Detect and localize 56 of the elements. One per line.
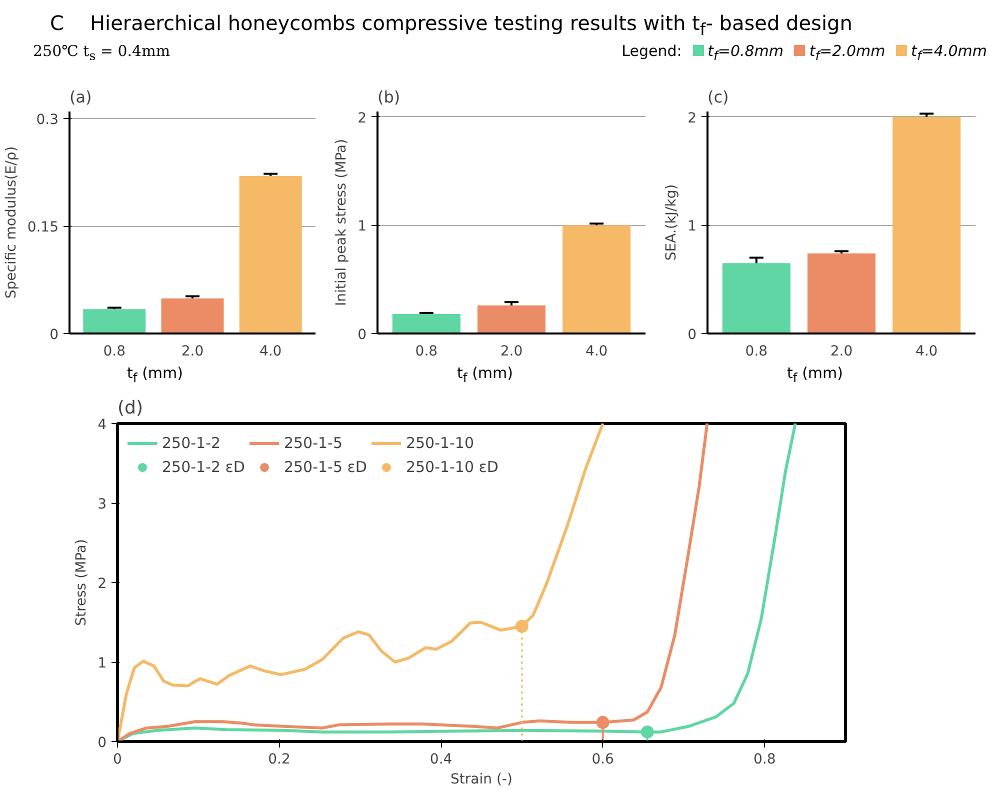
y-axis-title: Stress (MPa) bbox=[74, 539, 90, 626]
y-tick-label: 1 bbox=[688, 218, 697, 235]
y-tick-label: 4 bbox=[98, 417, 107, 433]
x-tick-label: 0 bbox=[113, 752, 122, 768]
y-tick-label: 3 bbox=[98, 496, 107, 512]
x-tick-label: 2.0 bbox=[181, 344, 204, 360]
y-tick-label: 0 bbox=[98, 735, 107, 751]
legend-label: 250-1-10 εD bbox=[406, 458, 498, 476]
y-axis-title: Specific modulus(E/ρ) bbox=[3, 146, 20, 299]
x-tick-label: 0.2 bbox=[268, 752, 290, 768]
legend-label: t$_{f}$=2.0mm bbox=[809, 42, 886, 63]
x-axis-title: t$_{f}$ (mm) bbox=[786, 363, 844, 387]
y-tick-label: 2 bbox=[98, 576, 107, 592]
legend-label: 250-1-2 εD bbox=[162, 458, 245, 476]
y-tick-label: 0 bbox=[50, 327, 59, 343]
x-tick-label: 2.0 bbox=[500, 344, 523, 360]
y-tick-label: 2 bbox=[688, 110, 697, 126]
legend-label: t$_{f}$=4.0mm bbox=[911, 42, 987, 63]
point bbox=[596, 716, 610, 729]
legend-label: 250-1-5 εD bbox=[284, 458, 367, 476]
point bbox=[640, 725, 654, 738]
y-axis-title: SEA.(kJ/kg) bbox=[664, 184, 680, 261]
y-tick-label: 2 bbox=[358, 110, 367, 126]
x-axis-title: Strain (-) bbox=[450, 772, 512, 788]
x-tick-label: 0.8 bbox=[103, 344, 126, 360]
legend-title: Legend: bbox=[622, 42, 682, 60]
x-axis-title: t$_{f}$ (mm) bbox=[456, 363, 514, 387]
y-tick-label: 0.15 bbox=[27, 220, 58, 236]
legend-label: 250-1-10 bbox=[406, 434, 474, 452]
chart-title: (b) bbox=[378, 88, 400, 106]
text: C bbox=[50, 10, 64, 37]
chart-title: (c) bbox=[708, 88, 729, 106]
x-tick-label: 0.8 bbox=[415, 344, 438, 360]
x-tick-label: 2.0 bbox=[830, 344, 853, 360]
x-axis-title: t$_{f}$ (mm) bbox=[126, 363, 184, 387]
x-tick-label: 0.8 bbox=[753, 752, 776, 768]
x-tick-label: 4.0 bbox=[259, 344, 282, 360]
legend-label: 250-1-2 bbox=[162, 434, 221, 452]
y-tick-label: 0 bbox=[688, 327, 697, 343]
x-tick-label: 0.8 bbox=[745, 344, 768, 360]
x-tick-label: 0.4 bbox=[430, 752, 452, 768]
x-tick-label: 0.6 bbox=[592, 752, 614, 768]
chart-title: (d) bbox=[118, 398, 143, 418]
y-tick-label: 0.3 bbox=[36, 112, 58, 128]
y-tick-label: 1 bbox=[98, 656, 107, 672]
legend-label: t$_{f}$=0.8mm bbox=[708, 42, 784, 63]
legend-label: 250-1-5 bbox=[284, 434, 343, 452]
text: 250℃ t$_{s}$ = 0.4mm bbox=[33, 41, 170, 65]
y-tick-label: 0 bbox=[358, 327, 367, 343]
y-tick-label: 1 bbox=[358, 218, 367, 235]
chart-title: (a) bbox=[70, 88, 92, 106]
y-axis-title: Initial peak stress (MPa) bbox=[334, 138, 350, 306]
text: Hieraerchical honeycombs compressive testing results with t$_{f}$- based design bbox=[90, 10, 852, 41]
point bbox=[515, 620, 528, 633]
x-tick-label: 4.0 bbox=[915, 344, 938, 360]
x-tick-label: 4.0 bbox=[585, 344, 608, 360]
